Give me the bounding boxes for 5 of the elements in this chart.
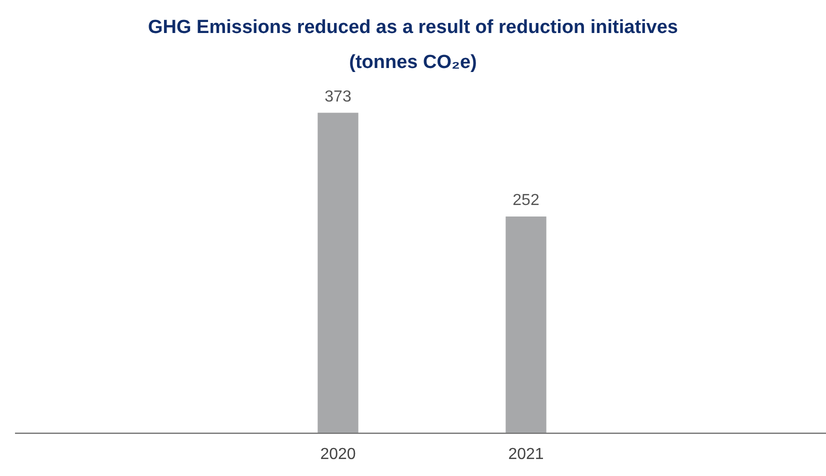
data-label: 252 — [512, 192, 540, 210]
data-label: 373 — [324, 88, 352, 106]
x-tick-label: 2021 — [508, 446, 544, 463]
x-tick-label: 2020 — [320, 446, 356, 463]
chart-title: GHG Emissions reduced as a result of reduction initiatives (tonnes CO₂e) — [146, 16, 680, 75]
